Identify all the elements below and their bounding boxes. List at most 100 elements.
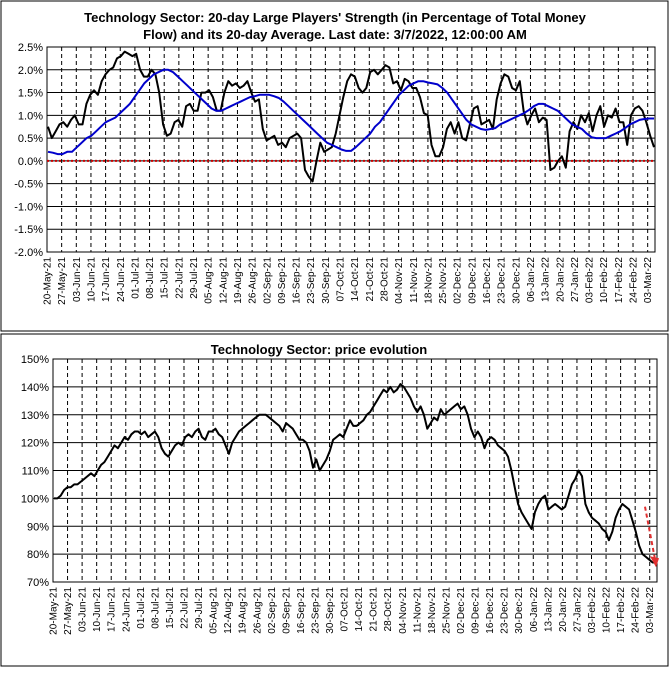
x-date-label: 20-May-21 <box>43 257 54 305</box>
x-date-label: 09-Sep-21 <box>277 257 288 304</box>
x-date-label: 24-Jun-21 <box>116 257 127 302</box>
y-tick-label: 100% <box>21 493 49 505</box>
x-date-label: 30-Dec-21 <box>514 587 525 634</box>
x-date-label: 09-Dec-21 <box>467 257 478 304</box>
y-tick-label: 0.0% <box>18 156 43 168</box>
x-date-label: 07-Oct-21 <box>340 587 351 632</box>
x-date-label: 17-Feb-22 <box>614 257 625 304</box>
x-date-label: 25-Nov-21 <box>441 587 452 634</box>
x-date-label: 02-Dec-21 <box>453 257 464 304</box>
x-date-label: 18-Nov-21 <box>427 587 438 634</box>
x-date-label: 06-Jan-22 <box>526 257 537 302</box>
x-date-label: 14-Oct-21 <box>350 257 361 302</box>
x-date-label: 23-Sep-21 <box>310 587 321 634</box>
series-line-average <box>47 68 654 156</box>
x-date-label: 17-Feb-22 <box>616 587 627 634</box>
y-tick-label: 80% <box>27 549 49 561</box>
x-date-label: 02-Sep-21 <box>267 587 278 634</box>
x-date-label: 04-Nov-21 <box>394 257 405 304</box>
x-date-label: 29-Jul-21 <box>194 587 205 629</box>
x-date-label: 12-Aug-21 <box>218 257 229 304</box>
y-tick-label: 110% <box>22 466 50 478</box>
x-date-label: 11-Nov-21 <box>412 587 423 633</box>
x-date-label: 30-Sep-21 <box>325 587 336 634</box>
x-date-label: 14-Oct-21 <box>354 587 365 632</box>
x-date-label: 17-Jun-21 <box>107 587 118 632</box>
x-date-label: 25-Nov-21 <box>438 257 449 304</box>
x-date-label: 28-Oct-21 <box>383 587 394 632</box>
x-date-label: 02-Sep-21 <box>262 257 273 304</box>
x-date-label: 21-Oct-21 <box>369 587 380 632</box>
x-date-label: 27-Jan-22 <box>570 257 581 302</box>
x-date-label: 30-Dec-21 <box>511 257 522 304</box>
x-date-label: 13-Jan-22 <box>543 587 554 632</box>
plot-background <box>46 46 656 253</box>
x-date-label: 05-Aug-21 <box>204 257 215 304</box>
y-tick-label: 2.5% <box>18 42 43 54</box>
y-tick-label: -2.0% <box>14 247 43 259</box>
series-line-primary <box>54 383 656 564</box>
x-date-label: 10-Feb-22 <box>602 587 613 634</box>
x-date-label: 09-Dec-21 <box>471 587 482 634</box>
x-date-label: 07-Oct-21 <box>336 257 347 302</box>
y-tick-label: 120% <box>21 438 49 450</box>
y-tick-label: 140% <box>21 382 49 394</box>
x-date-label: 23-Dec-21 <box>497 257 508 304</box>
top-plot-area: 2.5% 2.0% 1.5% 1.0% 0.5% 0.0% -0.5% -1.0% -1.5% -… <box>14 42 656 305</box>
x-date-label: 29-Jul-21 <box>189 257 200 299</box>
x-date-label: 24-Feb-22 <box>629 257 640 304</box>
x-date-label: 19-Aug-21 <box>238 587 249 634</box>
x-date-label: 26-Aug-21 <box>252 587 263 634</box>
bottom-plot-area: 150% 140% 130% 120% 110% 100% 90% 80% 70%20-May-… <box>21 354 659 635</box>
x-date-label: 20-Jan-22 <box>555 257 566 302</box>
x-date-label: 01-Jul-21 <box>130 257 141 299</box>
x-date-label: 09-Sep-21 <box>281 587 292 634</box>
x-date-label: 03-Feb-22 <box>585 257 596 304</box>
x-date-label: 04-Nov-21 <box>398 587 409 634</box>
x-date-label: 20-May-21 <box>49 587 60 635</box>
x-date-label: 15-Jul-21 <box>165 587 176 629</box>
y-tick-label: 130% <box>21 410 49 422</box>
x-date-label: 16-Dec-21 <box>485 587 496 634</box>
x-date-label: 26-Aug-21 <box>248 257 259 304</box>
x-date-label: 27-Jan-22 <box>572 587 583 632</box>
x-date-label: 12-Aug-21 <box>223 587 234 634</box>
y-tick-label: 70% <box>27 577 49 589</box>
x-date-label: 10-Jun-21 <box>86 257 97 302</box>
x-date-label: 22-Jul-21 <box>179 587 190 629</box>
y-tick-label: 150% <box>21 354 49 366</box>
bottom-chart-title: Technology Sector: price evolution <box>211 342 428 357</box>
x-date-label: 19-Aug-21 <box>233 257 244 304</box>
x-date-label: 30-Sep-21 <box>321 257 332 304</box>
x-date-label: 28-Oct-21 <box>379 257 390 302</box>
x-date-label: 16-Sep-21 <box>292 257 303 304</box>
x-date-label: 03-Jun-21 <box>78 587 89 632</box>
y-tick-label: 2.0% <box>18 65 43 77</box>
x-date-label: 03-Feb-22 <box>587 587 598 634</box>
x-date-label: 13-Jan-22 <box>541 257 552 302</box>
x-date-label: 03-Mar-22 <box>645 587 656 634</box>
x-date-label: 03-Mar-22 <box>643 257 654 304</box>
x-date-label: 18-Nov-21 <box>423 257 434 304</box>
x-date-label: 24-Feb-22 <box>631 587 642 634</box>
y-tick-label: 0.5% <box>18 133 43 145</box>
x-date-label: 08-Jul-21 <box>150 587 161 629</box>
trend-arrow-shaft <box>644 506 656 560</box>
x-date-label: 10-Jun-21 <box>92 587 103 632</box>
y-tick-label: -1.5% <box>14 224 43 236</box>
top-chart-title-line1: Technology Sector: 20-day Large Players'… <box>84 10 587 25</box>
y-tick-label: -1.0% <box>14 201 43 213</box>
x-date-label: 03-Jun-21 <box>72 257 83 302</box>
x-date-label: 15-Jul-21 <box>160 257 171 299</box>
x-date-label: 23-Sep-21 <box>306 257 317 304</box>
top-chart-title-line2: Flow) and its 20-day Average. Last date:… <box>143 27 527 42</box>
x-date-label: 24-Jun-21 <box>121 587 132 632</box>
x-date-label: 02-Dec-21 <box>456 587 467 634</box>
x-date-label: 05-Aug-21 <box>209 587 220 634</box>
x-date-label: 10-Feb-22 <box>599 257 610 304</box>
x-date-label: 21-Oct-21 <box>365 257 376 302</box>
x-date-label: 11-Nov-21 <box>409 257 420 303</box>
x-date-label: 20-Jan-22 <box>558 587 569 632</box>
